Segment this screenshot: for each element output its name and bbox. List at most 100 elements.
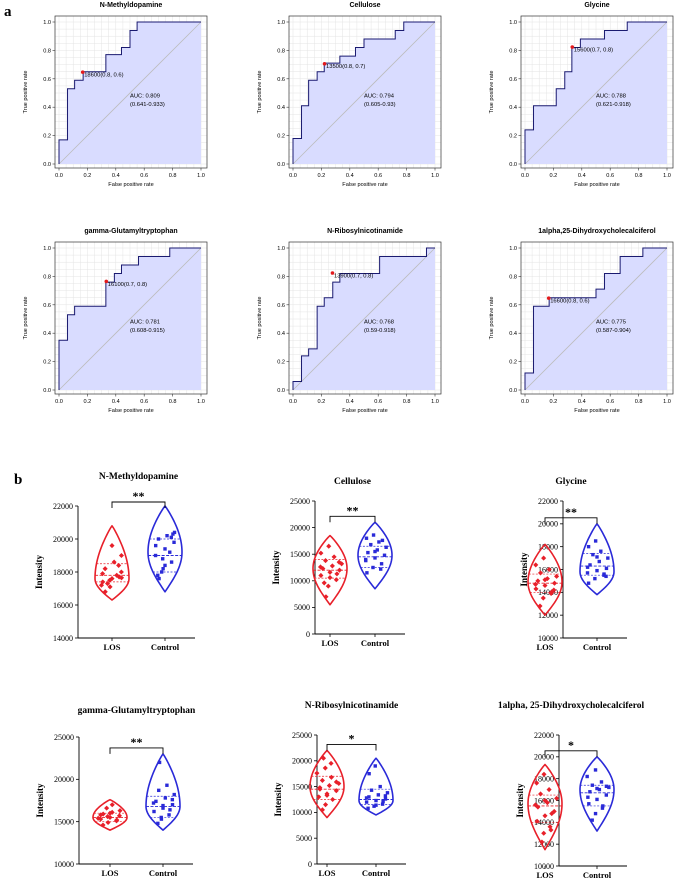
violin-point-los [533, 562, 539, 568]
significance-marker: * [349, 731, 355, 745]
roc-ytick-label: 1.0 [509, 246, 517, 252]
roc-xtick-label: 0.2 [550, 173, 558, 179]
significance-marker: ** [347, 503, 359, 517]
roc-ytick-label: 0.6 [277, 303, 285, 309]
roc-ytick-label: 1.0 [277, 20, 285, 26]
violin-ytick-label: 22000 [538, 497, 558, 506]
violin-point-los [329, 563, 335, 569]
violin-point-los [328, 774, 334, 780]
roc-ytick-label: 0.8 [509, 274, 517, 280]
violin-point-los [319, 807, 325, 813]
violin-title: gamma-Glutamyltryptophan [78, 706, 196, 716]
violin-point-los [331, 554, 337, 560]
violin-ytick-label: 15000 [292, 782, 312, 791]
violin-point-los [116, 562, 122, 568]
violin-point-los [325, 583, 331, 589]
roc-xtick-label: 0.6 [606, 399, 614, 405]
roc-xtick-label: 0.8 [169, 173, 177, 179]
roc-xlabel: False positive rate [108, 408, 153, 414]
violin-point-control [153, 553, 158, 558]
roc-cutoff-point [330, 271, 335, 275]
violin-category-label: LOS [103, 642, 120, 652]
violin-title: Glycine [555, 477, 586, 487]
violin-point-control [367, 795, 371, 799]
significance-bracket [111, 501, 166, 508]
violin-point-control [163, 563, 167, 568]
violin-point-los [118, 552, 124, 559]
roc-diagonal [524, 247, 668, 391]
violin-point-los [102, 566, 108, 572]
violin-ytick-label: 18000 [534, 774, 554, 783]
violin-point-control [606, 556, 610, 560]
violin-point-control [604, 566, 609, 571]
roc-cutoff-label: 15600(0.7, 0.8) [574, 47, 613, 53]
violin-point-control [156, 821, 160, 826]
roc-chart-2: 0.0 0.0 0.2 0.2 0.4 0.4 0.6 0.6 0.8 0.8 1.0 1.0 Cell… [257, 2, 442, 188]
violin-los [527, 543, 563, 616]
violin-point-control [599, 549, 603, 553]
violin-point-control [169, 560, 174, 564]
violin-ytick-label: 10000 [290, 577, 310, 586]
roc-frame [520, 241, 674, 395]
roc-chart-3: 0.0 0.0 0.2 0.2 0.4 0.4 0.6 0.6 0.8 0.8 1.0 1.0 Glyc… [489, 2, 674, 188]
violin-point-control [369, 788, 374, 792]
roc-xlabel: False positive rate [342, 408, 387, 414]
violin-ytick-label: 20000 [534, 753, 554, 762]
roc-ytick-label: 0.0 [509, 162, 517, 168]
roc-xtick-label: 0.4 [578, 399, 586, 405]
violin-point-control [378, 567, 383, 571]
violin-chart-3: 10000120001400016000180002000022000Inten… [519, 477, 627, 652]
roc-diagonal [58, 21, 202, 165]
violin-point-control [169, 535, 174, 540]
violin-point-control [163, 796, 168, 800]
roc-auc-ci: (0.59-0.918) [364, 328, 396, 334]
roc-title: N-Methyldopamine [100, 2, 163, 9]
violin-point-los [105, 819, 111, 826]
violin-point-los [327, 569, 333, 575]
violin-los [92, 798, 128, 831]
roc-xtick-label: 0.4 [112, 399, 120, 405]
violin-los [312, 534, 348, 606]
roc-auc-label: AUC: 0.794 [364, 93, 395, 99]
violin-point-los [542, 797, 548, 804]
violin-point-los [541, 771, 547, 777]
violin-ylabel: Intensity [519, 552, 529, 587]
violin-ytick-label: 10000 [292, 808, 312, 817]
violin-point-control [161, 567, 165, 571]
roc-chart-4: 0.0 0.0 0.2 0.2 0.4 0.4 0.6 0.6 0.8 0.8 1.0 1.0 gamm… [23, 228, 208, 414]
violin-point-control [373, 549, 377, 554]
violin-point-los [538, 791, 544, 797]
roc-ytick-label: 0.0 [43, 162, 51, 168]
violin-category-label: LOS [318, 868, 335, 878]
roc-auc-ci: (0.587-0.904) [596, 328, 631, 334]
violin-point-los [326, 543, 332, 549]
significance-marker: ** [565, 505, 577, 519]
roc-auc-label: AUC: 0.781 [130, 319, 160, 325]
roc-ytick-label: 0.8 [509, 48, 517, 54]
roc-ytick-label: 0.4 [277, 105, 285, 111]
violin-point-control [597, 559, 601, 564]
roc-xtick-label: 0.2 [318, 399, 326, 405]
violin-point-control [170, 797, 175, 802]
violin-point-control [586, 795, 590, 799]
violin-ytick-label: 12000 [534, 840, 554, 849]
violin-control [358, 757, 394, 816]
roc-panels: 0.0 0.0 0.2 0.2 0.4 0.4 0.6 0.6 0.8 0.8 1.0 1.0 N-Me… [23, 2, 674, 414]
roc-cutoff-point [570, 45, 575, 49]
violin-point-control [165, 534, 169, 538]
violin-point-los [534, 818, 540, 824]
roc-auc-ci: (0.608-0.915) [130, 328, 165, 334]
roc-cutoff-label: 18600(0.8, 0.6) [84, 73, 123, 79]
roc-chart-6: 0.0 0.0 0.2 0.2 0.4 0.4 0.6 0.6 0.8 0.8 1.0 1.0 1alp… [489, 228, 674, 414]
violin-ylabel: Intensity [515, 783, 525, 818]
violin-point-los [321, 580, 327, 586]
violin-ytick-label: 0 [306, 630, 310, 639]
violin-point-control [374, 803, 378, 807]
violin-ytick-label: 16000 [53, 601, 73, 610]
violin-point-los [318, 572, 324, 579]
roc-ytick-label: 1.0 [43, 20, 51, 26]
roc-ytick-label: 0.0 [509, 388, 517, 394]
violin-point-control [159, 570, 164, 574]
violin-point-control [365, 571, 369, 575]
roc-ytick-label: 0.0 [43, 388, 51, 394]
